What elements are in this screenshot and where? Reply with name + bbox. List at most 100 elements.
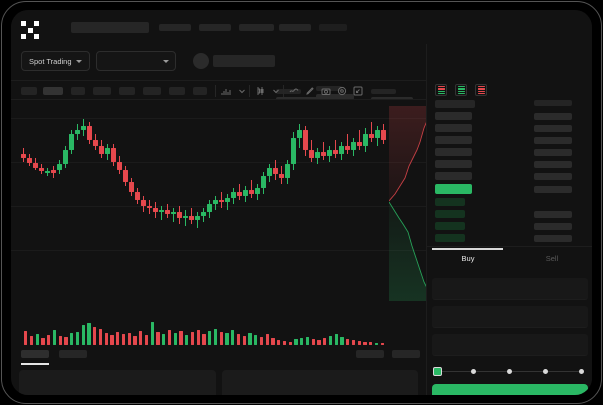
slider-handle[interactable] [433,366,442,376]
orders-action-1[interactable] [392,350,420,358]
chevron-down-icon[interactable] [271,86,281,96]
orderbook-ask-row[interactable] [435,160,472,168]
order-form-tabs: Buy Sell [427,246,592,272]
volume-bar [64,337,68,345]
orderbook-ask-row[interactable] [435,172,472,180]
toolbar-divider [215,85,216,97]
orderbook-bid-row[interactable] [435,210,465,218]
amount-percent-slider[interactable] [433,366,587,376]
timeframe-5[interactable] [143,87,161,95]
chevron-down-icon [75,59,82,63]
timeframe-2[interactable] [71,87,85,95]
volume-bar [202,334,206,345]
orders-panels [11,370,426,395]
volume-bar [162,334,166,345]
volume-bar [121,334,126,345]
orderbook-both-icon[interactable] [435,84,447,96]
timeframe-4[interactable] [119,87,135,95]
candle-body [333,150,338,154]
candle-body [45,171,50,173]
candle-body [201,212,206,216]
orders-tab-1[interactable] [59,350,87,358]
candle-body [231,192,236,198]
timeframe-6[interactable] [169,87,185,95]
pair-avatar-icon [193,53,209,69]
orderbook-ask-row[interactable] [435,136,472,144]
slider-stop-25[interactable] [471,368,476,374]
candle-body [339,146,344,154]
orders-panel-left[interactable] [19,370,216,395]
volume-bar [41,338,45,345]
volume-bar [127,333,131,345]
search-input[interactable] [71,22,149,33]
candle-body [75,130,80,134]
volume-bar [334,334,338,345]
orderbook-ask-amount [534,161,572,168]
settings-icon[interactable] [337,86,347,96]
orderbook-ask-row[interactable] [435,112,472,120]
orders-panel-right[interactable] [221,370,418,395]
line-tool-icon[interactable] [289,86,299,96]
orders-action-0[interactable] [356,350,384,358]
slider-stop-50[interactable] [507,368,512,374]
orderbook-bid-row[interactable] [435,198,465,206]
chart-gridline [11,162,426,163]
candle-body [249,190,254,194]
slider-stop-75[interactable] [543,368,548,374]
volume-bar [150,322,154,345]
slider-stop-100[interactable] [579,368,584,374]
volume-bar [277,340,281,345]
candle-body [105,148,110,154]
orderbook-asks-icon[interactable] [475,84,487,96]
order-book[interactable] [427,100,592,242]
indicators-icon[interactable] [221,86,231,96]
volume-bar [294,339,298,345]
nav-item-4[interactable] [279,24,311,31]
candle-body [195,216,200,220]
orderbook-ask-row[interactable] [435,124,472,132]
tab-buy[interactable]: Buy [461,254,475,263]
candle-body [123,170,128,182]
candle-wick [323,142,324,160]
trading-pair-select[interactable] [96,51,176,71]
nav-item-3[interactable] [239,24,274,31]
orders-tab-0[interactable] [21,350,49,358]
order-field-2[interactable] [432,334,588,356]
fullscreen-icon[interactable] [353,86,363,96]
orderbook-bids-icon[interactable] [455,84,467,96]
orderbook-ask-row[interactable] [435,148,472,156]
nav-item-5[interactable] [319,24,347,31]
candle-body [351,142,356,150]
candle-wick [227,194,228,210]
candle-body [177,212,182,218]
timeframe-0[interactable] [21,87,37,95]
tab-sell[interactable]: Sell [545,254,559,263]
nav-item-1[interactable] [159,24,191,31]
nav-item-2[interactable] [199,24,231,31]
okx-logo[interactable] [21,21,39,39]
orderbook-last-price[interactable] [435,184,472,194]
volume-chart[interactable] [11,305,426,345]
chart-type-icon[interactable] [255,86,265,96]
orderbook-bid-row[interactable] [435,234,465,242]
volume-bar [288,342,292,345]
pencil-icon[interactable] [305,86,315,96]
spot-trading-dropdown[interactable]: Spot Trading [21,51,90,71]
timeframe-1[interactable] [43,87,63,95]
order-field-1[interactable] [432,306,588,328]
candle-wick [185,210,186,226]
candle-body [357,142,362,146]
timeframe-3[interactable] [93,87,111,95]
timeframe-7[interactable] [193,87,207,95]
camera-icon[interactable] [321,86,331,96]
chevron-down-icon[interactable] [237,86,247,96]
volume-bar [242,336,246,345]
price-chart[interactable] [11,100,426,305]
volume-bar [305,337,310,345]
order-field-0[interactable] [432,278,588,300]
volume-bar [190,332,195,345]
candle-body [165,210,170,214]
orderbook-bid-row[interactable] [435,222,465,230]
candle-body [315,152,320,158]
submit-buy-button[interactable] [432,384,588,395]
